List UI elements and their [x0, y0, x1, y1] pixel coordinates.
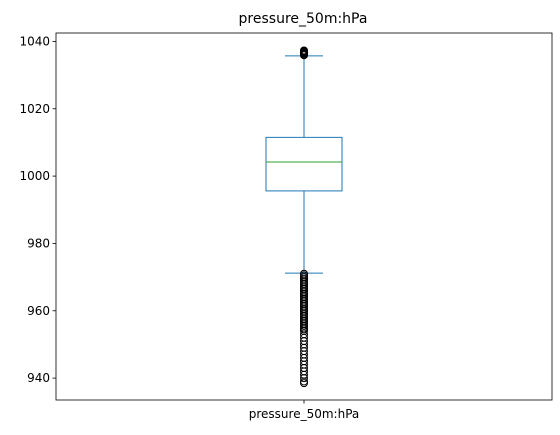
y-tick-label-1040: 1040 [19, 34, 50, 48]
y-tick-label-980: 980 [27, 236, 50, 250]
outlier-point [300, 374, 308, 383]
y-tick-label-1000: 1000 [19, 169, 50, 183]
outlier-point [300, 379, 308, 388]
outlier-point [300, 46, 308, 55]
plot-area: 940 960 980 1000 1020 1040 pressure_50m:hPa [19, 32, 553, 421]
x-tick-label: pressure_50m:hPa [249, 407, 360, 421]
y-tick-label-940: 940 [27, 371, 50, 385]
y-tick-label-960: 960 [27, 304, 50, 318]
y-tick-label-1020: 1020 [19, 102, 50, 116]
iqr-box [265, 136, 343, 192]
chart-title: pressure_50m:hPa [239, 11, 368, 27]
